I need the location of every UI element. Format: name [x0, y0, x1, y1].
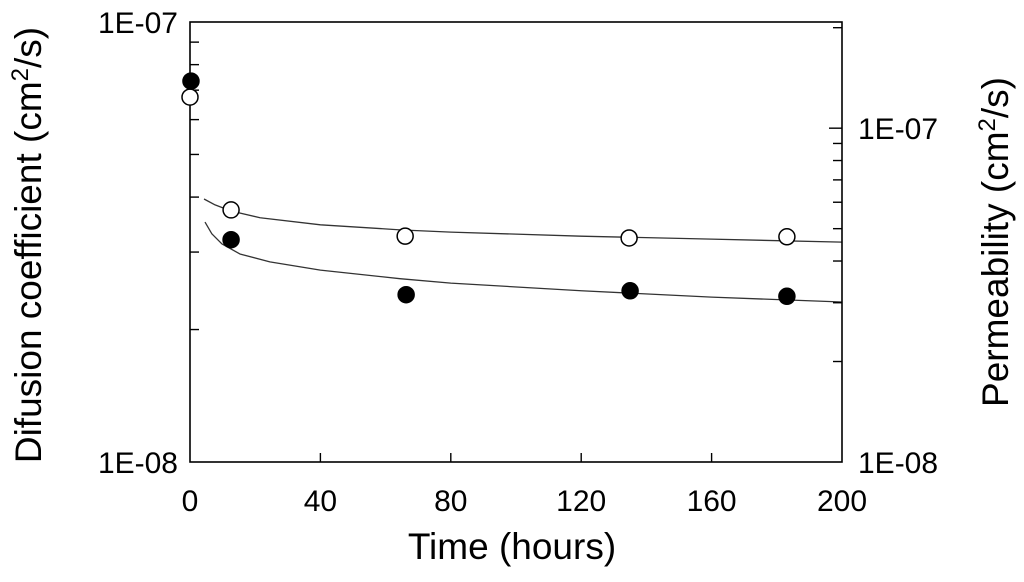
- right-y-axis-label-superscript: 2: [974, 118, 1001, 131]
- left-y-axis-label-tail: /s): [8, 27, 49, 68]
- x-tick-label: 0: [182, 485, 199, 518]
- plot-frame: [189, 21, 843, 463]
- data-point-filled: [222, 230, 240, 249]
- left-y-tick-label: 1E-08: [98, 447, 178, 480]
- right-y-tick-label: 1E-07: [858, 113, 938, 146]
- data-point-open: [222, 201, 240, 219]
- right-y-axis-label-main: Permeability (cm: [975, 131, 1016, 407]
- x-axis-label: Time (hours): [408, 526, 616, 567]
- data-point-filled: [397, 285, 415, 304]
- x-tick-label: 160: [687, 485, 737, 518]
- left-y-axis-label-main: Difusion coefficient (cm: [8, 81, 49, 463]
- left-y-tick-label: 1E-07: [98, 7, 178, 40]
- data-point-open: [396, 227, 414, 245]
- right-y-axis-label: Permeability (cm2/s): [974, 77, 1016, 407]
- x-tick-label: 200: [817, 485, 867, 518]
- left-y-axis-label-superscript: 2: [7, 68, 34, 81]
- data-points: [181, 72, 796, 306]
- right-y-axis-label-tail: /s): [975, 77, 1016, 118]
- x-tick-label: 40: [304, 485, 337, 518]
- x-tick-label: 120: [556, 485, 606, 518]
- data-point-open: [620, 229, 638, 247]
- x-tick-label: 80: [434, 485, 467, 518]
- data-point-open: [181, 88, 199, 106]
- tick-labels: 0 40 80 120 160 200 1E-07 1E-08 1E-07 1E-08: [98, 7, 938, 518]
- data-point-filled: [778, 287, 796, 306]
- data-point-open: [778, 228, 796, 246]
- data-point-filled: [182, 72, 200, 90]
- right-y-tick-label: 1E-08: [858, 447, 938, 480]
- left-y-axis-label: Difusion coefficient (cm2/s): [7, 27, 49, 463]
- data-point-filled: [621, 282, 639, 300]
